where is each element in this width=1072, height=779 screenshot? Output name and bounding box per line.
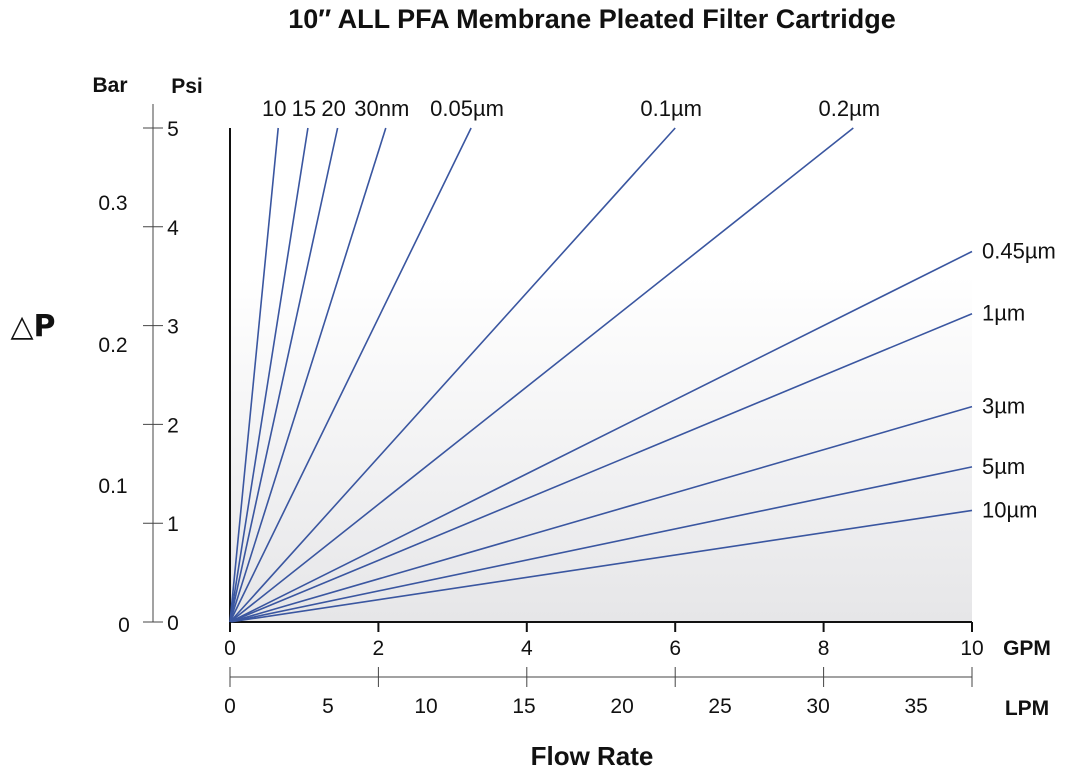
series-line xyxy=(229,127,472,623)
series-label: 30nm xyxy=(354,96,409,121)
series-line xyxy=(229,466,973,623)
gpm-tick-labels: 0 2 4 6 8 10 xyxy=(224,637,984,660)
gpm-tick-label: 4 xyxy=(521,637,533,660)
series-line xyxy=(229,127,279,623)
series-label: 1µm xyxy=(982,301,1025,326)
gpm-axis-unit: GPM xyxy=(1003,637,1051,660)
psi-tick-label: 2 xyxy=(167,414,179,437)
psi-tick-label: 0 xyxy=(167,612,179,635)
gpm-tick-label: 0 xyxy=(224,637,236,660)
y-axis-title: △P xyxy=(10,309,55,344)
series-line xyxy=(229,509,973,623)
series-label: 10µm xyxy=(982,497,1037,522)
series-label: 5µm xyxy=(982,454,1025,479)
lpm-tick-label: 20 xyxy=(610,695,633,718)
psi-tick-label: 5 xyxy=(167,118,179,141)
series-line xyxy=(229,127,676,623)
series-lines xyxy=(229,127,973,623)
bar-tick-label: 0.2 xyxy=(98,334,127,357)
bar-tick-label: 0 xyxy=(118,614,130,637)
series-label: 0.45µm xyxy=(982,239,1056,264)
psi-axis-unit: Psi xyxy=(171,75,203,98)
series-line xyxy=(229,127,854,623)
series-label: 15 xyxy=(292,96,316,121)
gpm-tick-label: 6 xyxy=(669,637,681,660)
psi-tick-label: 4 xyxy=(167,217,179,240)
lpm-tick-labels: 0 5 10 15 20 25 30 35 xyxy=(224,695,928,718)
psi-tick-label: 1 xyxy=(167,513,179,536)
gpm-tick-label: 10 xyxy=(960,637,983,660)
gpm-ticks xyxy=(229,622,973,632)
series-line xyxy=(229,405,973,623)
bar-tick-label: 0.1 xyxy=(98,475,127,498)
lpm-axis-unit: LPM xyxy=(1005,697,1049,720)
series-label: 0.05µm xyxy=(430,96,504,121)
lpm-tick-label: 15 xyxy=(512,695,535,718)
series-label: 0.2µm xyxy=(819,96,881,121)
chart-title: 10″ ALL PFA Membrane Pleated Filter Cart… xyxy=(288,4,896,34)
left-y-ticks xyxy=(143,127,163,623)
series-label: 3µm xyxy=(982,394,1025,419)
series-line xyxy=(229,127,309,623)
series-labels: 10 15 20 30nm 0.05µm 0.1µm 0.2µm 0.45µm 1µm 3µm 5µ… xyxy=(262,96,1056,522)
series-label: 20 xyxy=(321,96,345,121)
lpm-ticks xyxy=(229,667,973,687)
bar-axis-unit: Bar xyxy=(92,74,127,97)
lpm-tick-label: 30 xyxy=(806,695,829,718)
lpm-tick-label: 0 xyxy=(224,695,236,718)
bar-tick-labels: 0.3 0.2 0.1 0 xyxy=(98,192,129,637)
lpm-tick-label: 10 xyxy=(414,695,437,718)
lpm-tick-label: 25 xyxy=(708,695,731,718)
lpm-tick-label: 35 xyxy=(904,695,927,718)
gpm-tick-label: 8 xyxy=(818,637,830,660)
lpm-tick-label: 5 xyxy=(322,695,334,718)
series-line xyxy=(229,250,973,623)
series-label: 10 xyxy=(262,96,286,121)
series-line xyxy=(229,127,339,623)
series-line xyxy=(229,127,387,623)
plot-background xyxy=(230,128,972,622)
psi-tick-labels: 0 1 2 3 4 5 xyxy=(167,118,179,635)
psi-tick-label: 3 xyxy=(167,316,179,339)
series-line xyxy=(229,312,973,623)
x-axis-title: Flow Rate xyxy=(531,741,654,771)
gpm-tick-label: 2 xyxy=(373,637,385,660)
bar-tick-label: 0.3 xyxy=(98,192,127,215)
series-label: 0.1µm xyxy=(640,96,702,121)
